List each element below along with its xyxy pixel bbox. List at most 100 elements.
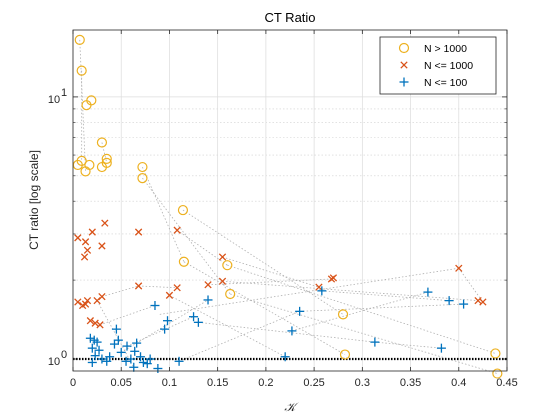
point-n-le-100 — [193, 317, 203, 327]
marker-stroke — [91, 319, 99, 327]
marker-stroke — [479, 298, 487, 306]
marker-stroke — [173, 226, 181, 234]
point-n-le-100 — [189, 312, 199, 322]
point-n-le-100 — [105, 352, 115, 362]
connector-line — [79, 39, 86, 172]
x-tick-label: 0.4 — [451, 377, 466, 389]
connector-line — [208, 278, 332, 286]
point-n-le-100 — [163, 316, 173, 326]
point-n-le-100 — [280, 352, 290, 362]
marker-stroke — [218, 253, 227, 261]
x-tick-label: 0.1 — [162, 377, 177, 389]
y-tick-base: 10 — [48, 356, 60, 368]
point-n-le-100 — [94, 345, 104, 355]
point-n-le-100 — [295, 306, 305, 316]
point-n-le-100 — [90, 351, 100, 361]
marker-stroke — [98, 242, 106, 250]
point-n-le-100 — [136, 352, 146, 362]
point-n-le-100 — [459, 299, 469, 309]
legend-item: N <= 100 — [399, 77, 467, 89]
marker-stroke — [74, 298, 82, 306]
point-n-gt-1000 — [96, 137, 108, 148]
point-n-le-100 — [87, 343, 97, 353]
connector-line — [374, 341, 442, 349]
x-tick-label: 0.3 — [355, 377, 370, 389]
connector-line — [99, 305, 156, 326]
x-tick-label: 0.25 — [303, 377, 324, 389]
legend: N > 1000 N <= 1000 N <= 100 — [379, 36, 497, 95]
marker-stroke — [455, 264, 463, 272]
axis-ticks — [72, 30, 508, 371]
connector-line — [230, 293, 498, 374]
marker-stroke — [88, 228, 96, 236]
point-n-le-100 — [160, 324, 170, 334]
point-n-le-1000 — [81, 300, 90, 308]
y-tick-base: 10 — [48, 94, 60, 106]
point-n-le-100 — [97, 354, 107, 364]
point-n-le-100 — [370, 337, 380, 347]
point-n-le-1000 — [165, 291, 174, 299]
point-n-le-1000 — [134, 228, 143, 236]
point-n-gt-1000 — [178, 256, 190, 267]
marker-stroke — [173, 284, 181, 292]
point-n-le-100 — [129, 362, 139, 372]
marker-stroke — [134, 282, 143, 290]
point-n-le-1000 — [479, 298, 487, 306]
point-n-gt-1000 — [86, 95, 97, 106]
point-n-le-1000 — [88, 228, 96, 236]
x-tick-label: 0 — [70, 377, 76, 389]
point-n-gt-1000 — [101, 153, 112, 165]
x-tick-label: 0.45 — [496, 377, 517, 389]
point-n-le-100 — [444, 296, 454, 306]
connector-line — [138, 285, 178, 289]
marker-stroke — [400, 61, 408, 69]
legend-item: N <= 1000 — [400, 60, 473, 72]
connector-line — [96, 300, 135, 368]
x-tick-label: 0.35 — [400, 377, 421, 389]
point-n-le-100 — [102, 356, 112, 366]
connector-line — [299, 303, 464, 312]
legend-label: N > 1000 — [424, 43, 467, 55]
connector-lines — [79, 39, 498, 374]
point-n-le-1000 — [83, 246, 92, 254]
connector-line — [222, 280, 479, 302]
point-n-gt-1000 — [177, 204, 189, 216]
data-markers — [72, 34, 503, 379]
point-n-le-1000 — [74, 298, 82, 306]
marker-stroke — [81, 238, 90, 246]
connector-line — [198, 321, 375, 343]
point-n-le-1000 — [134, 282, 143, 290]
point-n-le-100 — [423, 287, 433, 297]
point-n-le-1000 — [98, 292, 106, 301]
y-tick-label: 101 — [48, 87, 67, 106]
point-n-le-100 — [317, 286, 327, 296]
point-n-le-1000 — [218, 253, 227, 261]
legend-marker — [398, 42, 410, 54]
point-n-le-1000 — [80, 253, 89, 261]
marker-stroke — [98, 292, 106, 301]
x-tick-labels: 0 0.05 0.1 0.15 0.2 0.25 0.3 0.35 0.4 0.45 — [70, 377, 518, 389]
point-n-gt-1000 — [339, 349, 351, 360]
point-n-le-100 — [145, 354, 155, 364]
point-n-gt-1000 — [337, 309, 349, 320]
point-n-le-100 — [92, 337, 102, 347]
point-n-gt-1000 — [490, 348, 501, 359]
point-n-le-1000 — [101, 219, 109, 227]
point-n-le-100 — [126, 354, 136, 364]
marker-stroke — [83, 246, 92, 254]
point-n-le-100 — [174, 356, 184, 366]
point-n-gt-1000 — [76, 65, 87, 76]
marker-stroke — [86, 317, 95, 325]
marker-stroke — [134, 228, 143, 236]
connector-line — [182, 209, 344, 315]
marker-stroke — [81, 300, 90, 308]
point-n-gt-1000 — [225, 288, 236, 300]
y-tick-label: 100 — [48, 349, 67, 368]
point-n-gt-1000 — [492, 368, 503, 379]
x-tick-label: 0.2 — [258, 377, 273, 389]
point-n-le-100 — [150, 301, 160, 311]
marker-stroke — [96, 321, 104, 329]
connector-line — [222, 256, 320, 288]
marker-stroke — [74, 234, 82, 242]
